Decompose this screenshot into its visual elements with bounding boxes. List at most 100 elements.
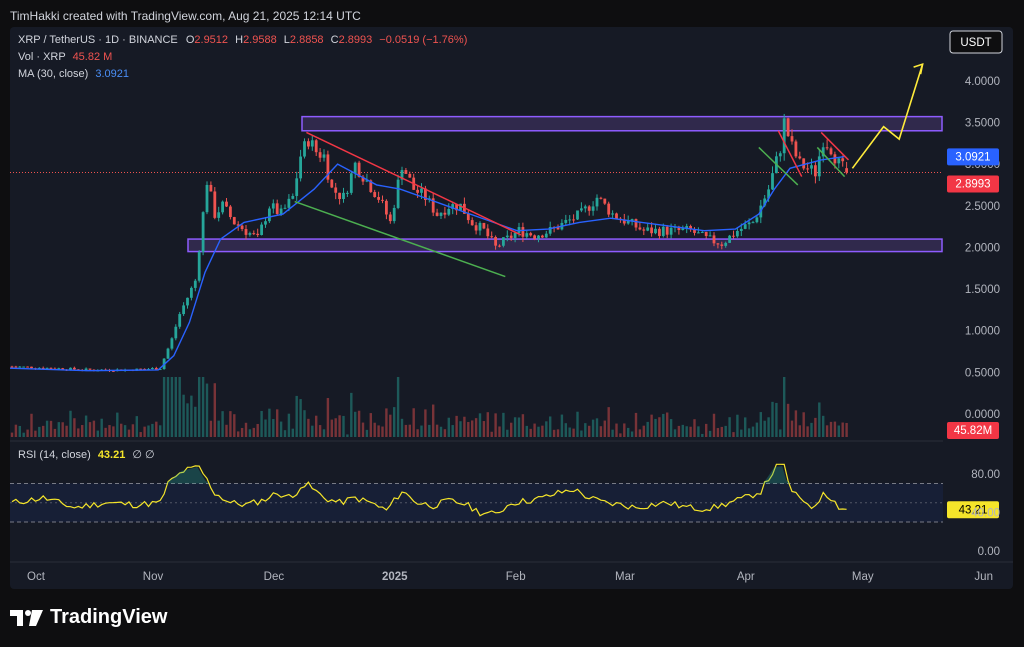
volume-bar xyxy=(365,429,369,437)
candle-body xyxy=(802,158,806,169)
ma30-line xyxy=(9,155,845,372)
volume-bar xyxy=(818,402,821,437)
volume-bar xyxy=(720,426,723,437)
tradingview-logo[interactable]: TradingView xyxy=(10,606,167,629)
candle-body xyxy=(529,233,533,236)
volume-bar xyxy=(123,425,127,437)
price-tick-label: 3.5000 xyxy=(965,117,1000,129)
volume-bar xyxy=(513,417,517,437)
candle-body xyxy=(724,242,728,246)
candle-body xyxy=(455,204,458,211)
candle-body xyxy=(794,141,798,157)
candle-body xyxy=(158,369,162,371)
candle-body xyxy=(708,235,712,237)
candle-body xyxy=(505,235,509,238)
volume-bar xyxy=(166,377,170,437)
candle-body xyxy=(537,235,540,239)
candle-body xyxy=(599,197,603,199)
candle-body xyxy=(548,226,552,234)
volume-bar xyxy=(537,426,540,437)
candle-body xyxy=(720,244,724,246)
volume-bar xyxy=(716,428,720,437)
projection-arrowhead xyxy=(913,62,924,75)
volume-bar xyxy=(490,431,493,437)
candle-body xyxy=(790,136,794,142)
candle-body xyxy=(22,366,26,368)
candle-body xyxy=(658,228,661,236)
volume-bar xyxy=(825,425,829,437)
candle-body xyxy=(392,207,396,222)
volume-bar xyxy=(740,429,743,437)
candle-body xyxy=(365,180,369,182)
volume-bar xyxy=(829,421,833,437)
volume-bar xyxy=(525,425,528,437)
candle-body xyxy=(260,224,263,236)
candle-body xyxy=(349,173,353,193)
flag-line-top-1 xyxy=(777,130,803,177)
candle-body xyxy=(330,179,334,188)
volume-bar xyxy=(354,411,357,437)
candle-body xyxy=(268,208,271,222)
candle-body xyxy=(26,366,29,368)
volume-bar xyxy=(205,383,209,437)
volume-bar xyxy=(506,429,509,437)
rsi-tick-label: 80.00 xyxy=(971,469,1000,481)
volume-bar xyxy=(96,430,99,437)
volume-bar xyxy=(252,427,255,437)
candle-body xyxy=(845,168,848,173)
candle-body xyxy=(615,213,618,219)
candle-body xyxy=(353,162,357,174)
volume-bar xyxy=(463,416,466,437)
close-value: 2.8993 xyxy=(338,34,373,46)
candle-body xyxy=(697,232,700,234)
candle-body xyxy=(73,367,76,370)
volume-bar xyxy=(580,430,583,437)
volume-bar xyxy=(447,417,450,437)
candle-body xyxy=(186,297,189,306)
candle-body xyxy=(151,368,154,370)
candle-body xyxy=(642,229,646,231)
candle-body xyxy=(205,184,209,213)
time-tick-label: Apr xyxy=(737,571,755,583)
candle-body xyxy=(213,191,217,218)
volume-bar xyxy=(221,411,224,437)
candle-body xyxy=(361,176,365,182)
volume-bar xyxy=(151,423,154,437)
volume-value: 45.82 M xyxy=(72,51,113,63)
candle-body xyxy=(630,219,634,221)
candle-body xyxy=(810,165,813,169)
volume-bar xyxy=(630,431,634,437)
volume-bar xyxy=(467,421,470,437)
volume-bar xyxy=(350,392,353,437)
rsi-overbought-fill xyxy=(162,467,213,484)
candle-body xyxy=(221,201,224,213)
volume-bar xyxy=(693,419,696,437)
volume-bar xyxy=(533,423,536,437)
price-tick-label: 4.0000 xyxy=(965,76,1000,88)
volume-bar xyxy=(389,414,392,437)
rsi-layer xyxy=(10,463,943,523)
volume-bar xyxy=(14,424,18,437)
volume-bar xyxy=(502,412,505,437)
candle-body xyxy=(229,206,232,218)
volume-bar xyxy=(443,429,447,437)
candle-body xyxy=(622,219,626,224)
candle-body xyxy=(256,233,260,236)
candle-body xyxy=(154,368,158,370)
rsi-tick-label: 0.00 xyxy=(978,546,1000,558)
candle-body xyxy=(49,367,53,369)
volume-bar xyxy=(529,428,532,437)
volume-bar xyxy=(486,412,489,437)
candle-body xyxy=(580,208,583,211)
candle-body xyxy=(700,231,704,233)
volume-bar xyxy=(541,425,544,437)
candle-body xyxy=(431,198,435,213)
candle-body xyxy=(665,226,669,235)
candle-body xyxy=(564,219,568,223)
volume-bar xyxy=(233,414,236,437)
candle-body xyxy=(10,366,14,368)
chart-canvas[interactable]: 4.00003.50003.00002.50002.00001.50001.00… xyxy=(9,27,1013,589)
downtrend-line-top xyxy=(306,131,522,236)
open-value: 2.9512 xyxy=(194,34,229,46)
volume-bar xyxy=(638,429,642,437)
